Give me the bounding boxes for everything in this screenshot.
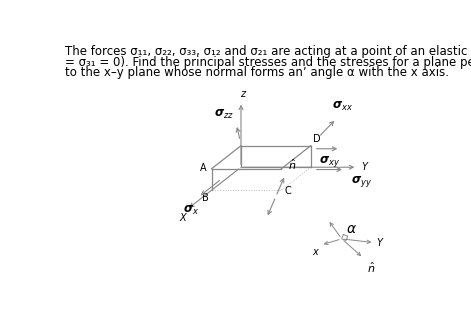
Text: C: C: [284, 186, 291, 196]
Text: The forces σ₁₁, σ₂₂, σ₃₃, σ₁₂ and σ₂₁ are acting at a point of an elastic body (: The forces σ₁₁, σ₂₂, σ₃₃, σ₁₂ and σ₂₁ ar…: [65, 45, 471, 58]
Text: $\hat{n}$: $\hat{n}$: [366, 260, 375, 275]
Text: $\alpha$: $\alpha$: [346, 222, 357, 236]
Text: to the x–y plane whose normal forms anʼ angle α with the x axis.: to the x–y plane whose normal forms anʼ …: [65, 66, 449, 79]
Text: Y: Y: [361, 162, 367, 172]
Text: $\boldsymbol{\sigma}_{xy}$: $\boldsymbol{\sigma}_{xy}$: [319, 154, 340, 169]
Text: $\boldsymbol{\sigma}_{xx}$: $\boldsymbol{\sigma}_{xx}$: [332, 99, 353, 113]
Text: Y: Y: [377, 238, 382, 248]
Text: = σ₃₁ = 0). Find the principal stresses and the stresses for a plane perpendicul: = σ₃₁ = 0). Find the principal stresses …: [65, 56, 471, 69]
Text: $\boldsymbol{\sigma}_{x}$: $\boldsymbol{\sigma}_{x}$: [182, 204, 199, 216]
Text: B: B: [202, 193, 209, 203]
Text: A: A: [200, 163, 206, 173]
Text: x: x: [312, 247, 318, 257]
Text: $\boldsymbol{\sigma}_{yy}$: $\boldsymbol{\sigma}_{yy}$: [351, 174, 372, 189]
Text: z: z: [240, 89, 245, 99]
Text: X: X: [179, 213, 186, 223]
Text: $\boldsymbol{\sigma}_{zz}$: $\boldsymbol{\sigma}_{zz}$: [214, 108, 234, 121]
Text: $\hat{n}$: $\hat{n}$: [287, 157, 296, 172]
Text: D: D: [313, 134, 321, 144]
